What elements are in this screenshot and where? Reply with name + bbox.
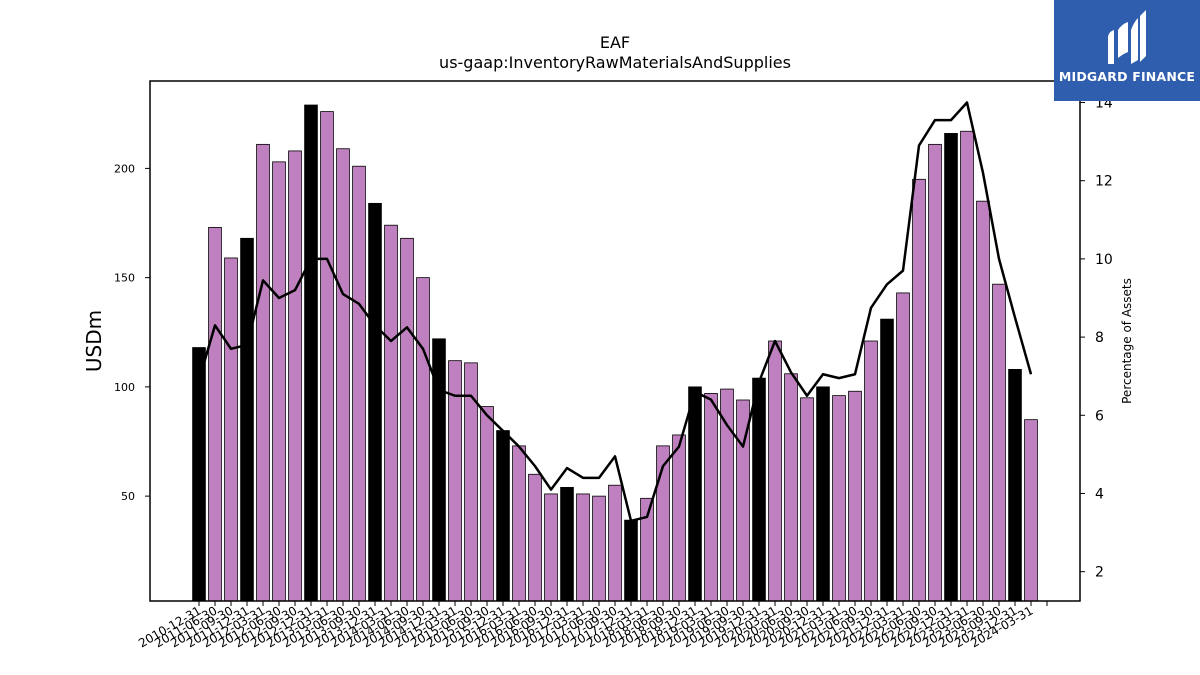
bar-2022-09-30 (944, 133, 958, 602)
bar-2018-06-30 (672, 434, 686, 602)
bar-2013-06-30 (352, 165, 366, 602)
y2-tick-label: 12 (1095, 174, 1113, 190)
bar-2015-03-31 (464, 362, 478, 602)
bar-2022-03-31 (912, 178, 926, 602)
bar-2020-09-30 (816, 386, 830, 602)
y2-tick-label: 10 (1095, 252, 1113, 268)
y2-tick-label: 4 (1095, 486, 1104, 502)
bar-2018-09-30 (688, 386, 702, 602)
y2-tick-label: 8 (1095, 330, 1104, 346)
chart-subtitle: us-gaap:InventoryRawMaterialsAndSupplies (439, 53, 791, 72)
bar-2016-12-31 (576, 493, 590, 602)
brand-logo: MIDGARD FINANCE (1054, 0, 1200, 101)
bar-2016-09-30 (560, 486, 574, 602)
bar-2013-03-31 (336, 148, 350, 602)
bar-2010-12-31 (192, 347, 206, 602)
bar-2012-12-31 (320, 111, 334, 602)
bar-2019-03-31 (720, 388, 734, 602)
bar-2023-03-31 (976, 200, 990, 602)
percent-assets-line (197, 101, 1033, 523)
midgard-logo-icon (1108, 10, 1146, 64)
y2-tick-label: 6 (1095, 408, 1104, 424)
y-tick-label: 50 (121, 490, 135, 503)
bar-2011-03-31 (208, 226, 222, 602)
bar-2014-06-30 (416, 277, 430, 602)
bar-2013-12-31 (384, 224, 398, 602)
bar-2016-03-31 (528, 473, 542, 602)
bar-2023-09-30 (1008, 368, 1022, 602)
x-axis: 2010-12-312011-06-302011-09-302011-12-31… (136, 601, 1048, 650)
bar-2017-06-30 (608, 484, 622, 602)
bar-2012-03-31 (272, 161, 286, 602)
bar-2013-09-30 (368, 202, 382, 602)
brand-logo-text: MIDGARD FINANCE (1058, 69, 1196, 84)
bar-2020-03-31 (784, 373, 798, 602)
bar-2021-12-31 (896, 292, 910, 602)
bar-2021-09-30 (880, 318, 894, 602)
y-axis-left: 50 100 150 200 (114, 162, 150, 503)
bar-2019-12-31 (768, 340, 782, 602)
bar-2011-09-30 (240, 237, 254, 602)
bar-2012-06-30 (288, 150, 302, 602)
bar-2015-06-30 (480, 406, 494, 602)
bar-2019-09-30 (752, 377, 766, 602)
y-tick-label: 100 (114, 381, 135, 394)
bar-2015-12-31 (512, 445, 526, 602)
chart-title: EAF (600, 33, 630, 52)
bar-2017-03-31 (592, 495, 606, 602)
bar-2023-06-30 (992, 283, 1006, 602)
bar-2018-12-31 (704, 393, 718, 602)
bar-2011-12-31 (256, 143, 270, 602)
bar-2016-06-30 (544, 493, 558, 602)
bar-2021-06-30 (864, 340, 878, 602)
y2-axis-title: Percentage of Assets (1120, 278, 1134, 404)
bar-2020-12-31 (832, 395, 846, 602)
bar-2015-09-30 (496, 430, 510, 602)
y-tick-label: 150 (114, 272, 135, 285)
bar-series (192, 104, 1038, 602)
bar-2011-06-30 (224, 257, 238, 602)
bar-2022-12-31 (960, 130, 974, 602)
bar-2021-03-31 (848, 390, 862, 602)
y-axis-title: USDm (82, 310, 106, 372)
bar-2012-09-30 (304, 104, 318, 602)
bar-2022-06-30 (928, 143, 942, 602)
bar-2023-12-31 (1024, 419, 1038, 602)
y2-tick-label: 2 (1095, 565, 1104, 581)
bar-2020-06-30 (800, 397, 814, 602)
y-tick-label: 200 (114, 162, 135, 175)
bar-2017-09-30 (624, 519, 638, 602)
bar-2014-03-31 (400, 237, 414, 602)
